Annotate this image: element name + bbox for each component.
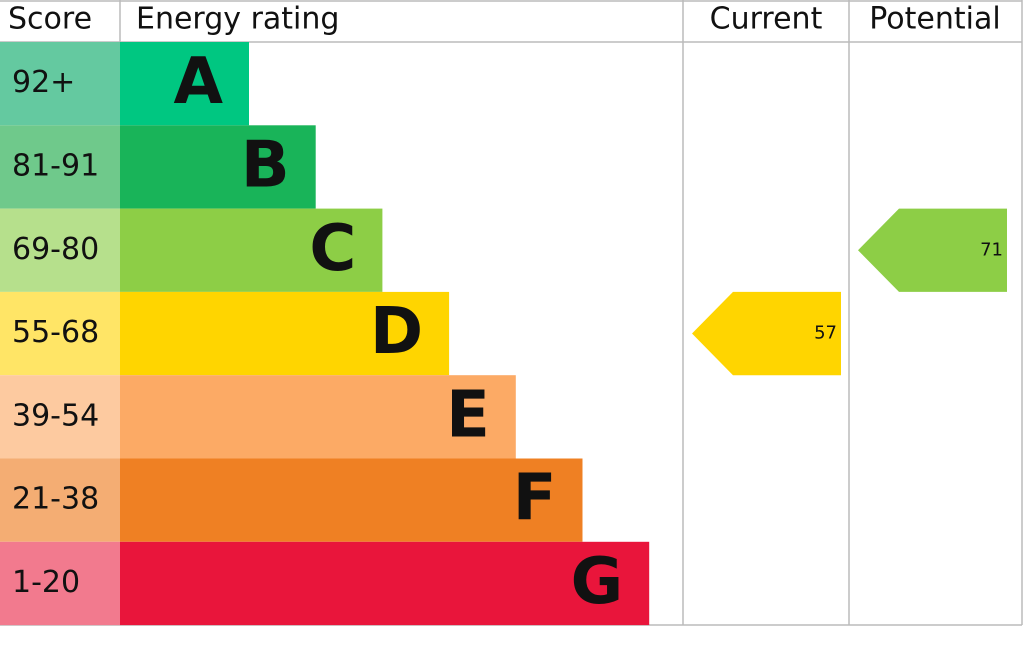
score-label: 39-54 [12,398,99,433]
rating-letter: C [309,212,356,286]
current-value: 57 [814,323,837,344]
rating-letter: F [513,462,557,536]
rating-letter: E [446,378,490,452]
potential-value: 71 [980,239,1003,260]
rating-letter: G [571,545,624,619]
potential-arrow [858,208,1007,292]
score-label: 21-38 [12,482,99,517]
rating-bar [120,375,516,459]
header-potential: Potential [869,2,1000,37]
header-current: Current [710,2,823,37]
rating-bar [120,458,583,542]
score-label: 92+ [12,65,75,100]
rating-bar [120,125,316,209]
score-cell [0,541,120,626]
rating-bar [120,208,383,292]
current-arrow [692,291,841,376]
rating-letter: A [173,45,223,119]
header-rating: Energy rating [136,2,339,37]
score-label: 1-20 [12,565,80,600]
score-cell [0,42,120,126]
score-cell [0,291,120,376]
rating-letter: B [241,129,290,203]
score-cell [0,375,120,459]
rating-bar [120,541,650,626]
rating-bar [120,291,450,376]
score-cell [0,208,120,292]
rating-bar [120,42,249,126]
score-label: 69-80 [12,232,99,267]
score-label: 55-68 [12,315,99,350]
rating-letter: D [370,295,423,369]
score-cell [0,125,120,209]
score-cell [0,458,120,542]
score-label: 81-91 [12,148,99,183]
header-score: Score [8,2,92,37]
